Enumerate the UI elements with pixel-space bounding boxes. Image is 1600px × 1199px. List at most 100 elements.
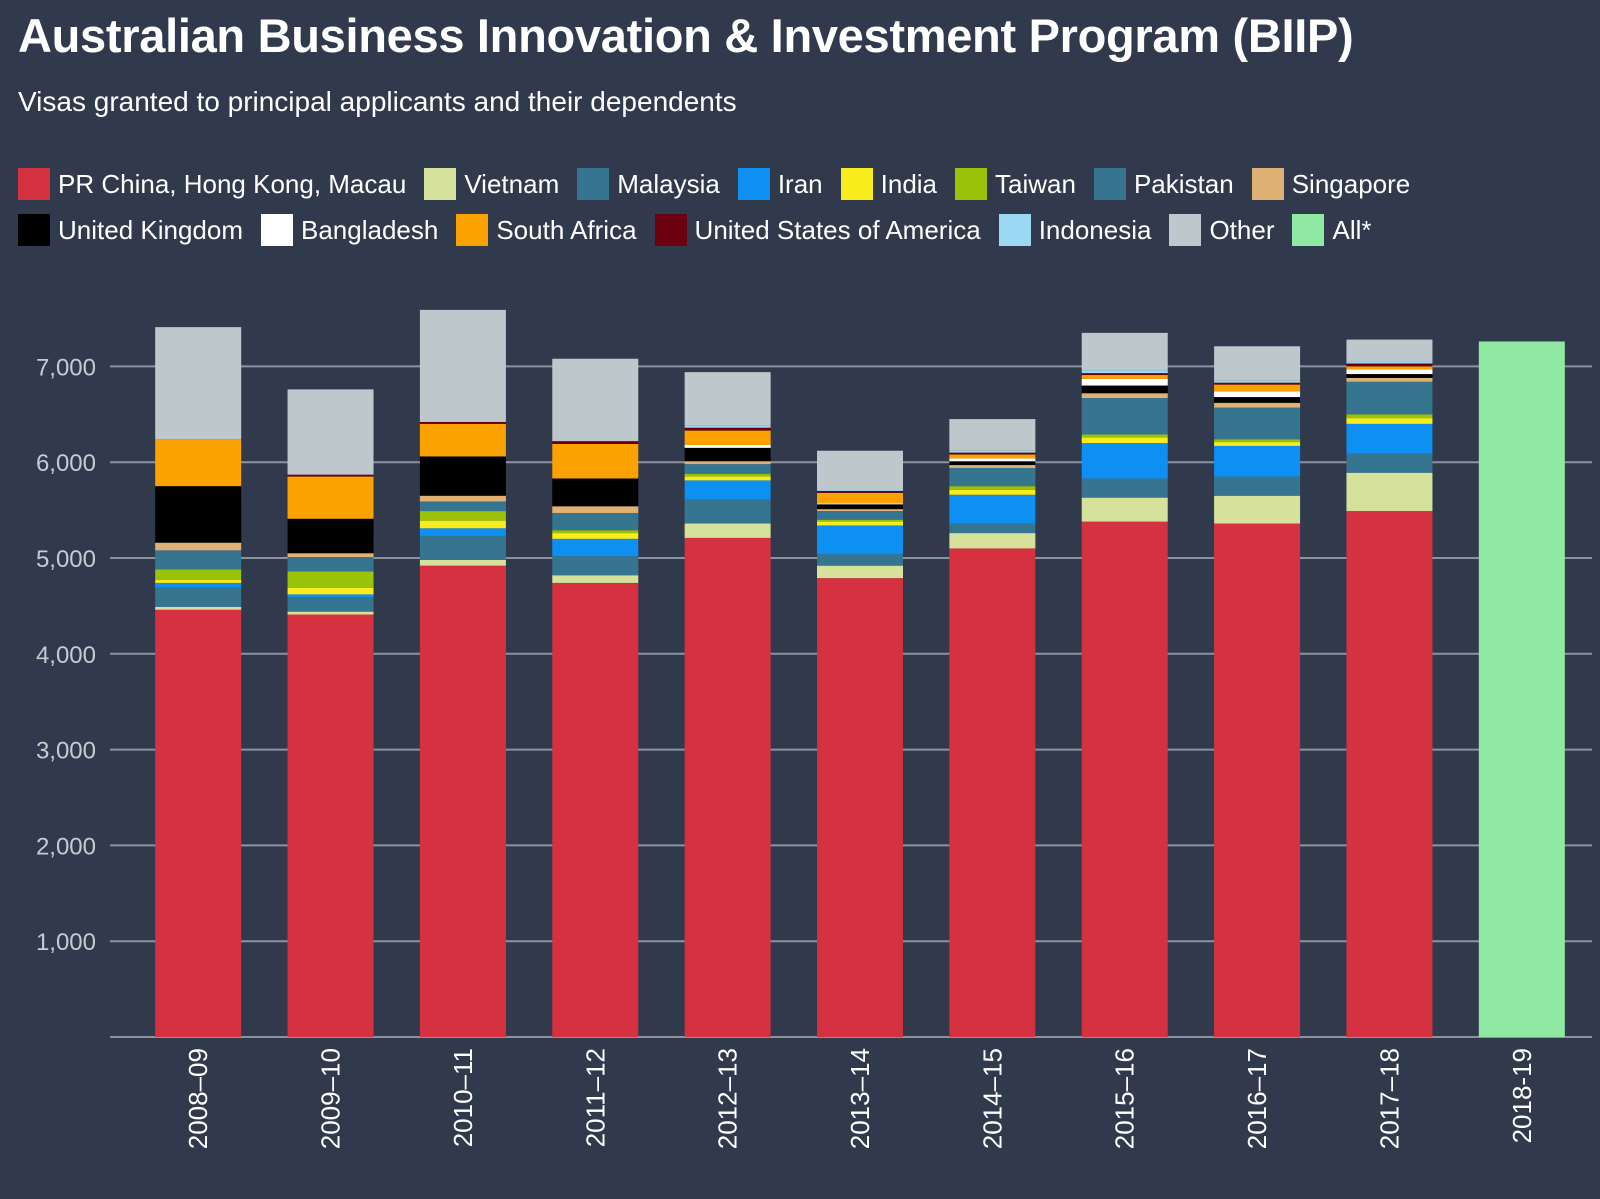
legend-item-bangladesh[interactable]: Bangladesh: [261, 214, 438, 246]
bar-segment-other[interactable]: [552, 358, 639, 442]
bar-segment-pakistan[interactable]: [949, 467, 1036, 487]
legend-item-iran[interactable]: Iran: [737, 168, 823, 200]
bar-segment-pakistan[interactable]: [155, 550, 242, 570]
legend-item-united-kingdom[interactable]: United Kingdom: [18, 214, 243, 246]
bar-segment-indonesia[interactable]: [1081, 370, 1168, 374]
bar-segment-india[interactable]: [684, 476, 771, 481]
bar-segment-malaysia[interactable]: [155, 587, 242, 607]
bar-segment-india[interactable]: [155, 580, 242, 583]
bar-segment-pakistan[interactable]: [1214, 407, 1301, 440]
bar-segment-pakistan[interactable]: [287, 557, 374, 572]
bar-segment-singapore[interactable]: [1081, 393, 1168, 399]
bar-segment-other[interactable]: [949, 419, 1036, 451]
legend-item-other[interactable]: Other: [1169, 214, 1274, 246]
bar-segment-vietnam[interactable]: [1214, 495, 1301, 524]
bar-segment-other[interactable]: [684, 372, 771, 426]
legend-item-south-africa[interactable]: South Africa: [456, 214, 637, 246]
bar-segment-singapore[interactable]: [1214, 402, 1301, 408]
bar-segment-pr-china-hong-kong-macau[interactable]: [684, 537, 771, 1037]
bar-segment-singapore[interactable]: [552, 506, 639, 513]
bar-segment-pr-china-hong-kong-macau[interactable]: [1081, 521, 1168, 1037]
bar-segment-singapore[interactable]: [287, 553, 374, 558]
bar-segment-vietnam[interactable]: [552, 575, 639, 583]
bar-segment-iran[interactable]: [552, 538, 639, 557]
bar-segment-south-africa[interactable]: [155, 439, 242, 487]
bar-segment-iran[interactable]: [684, 480, 771, 500]
legend-item-all[interactable]: All*: [1292, 214, 1372, 246]
bar-segment-united-states-of-america[interactable]: [1214, 382, 1301, 385]
legend-item-india[interactable]: India: [840, 168, 937, 200]
bar-segment-pakistan[interactable]: [552, 512, 639, 531]
bar-segment-bangladesh[interactable]: [1346, 369, 1433, 375]
legend-item-singapore[interactable]: Singapore: [1251, 168, 1410, 200]
bar-segment-pakistan[interactable]: [684, 464, 771, 474]
bar-segment-singapore[interactable]: [419, 495, 506, 502]
bar-segment-pr-china-hong-kong-macau[interactable]: [155, 609, 242, 1037]
bar-segment-pr-china-hong-kong-macau[interactable]: [949, 548, 1036, 1037]
bar-segment-taiwan[interactable]: [552, 530, 639, 534]
bar-segment-pakistan[interactable]: [419, 501, 506, 512]
bar-segment-singapore[interactable]: [155, 542, 242, 551]
legend-item-united-states-of-america[interactable]: United States of America: [654, 214, 981, 246]
bar-segment-taiwan[interactable]: [817, 519, 903, 522]
bar-segment-united-kingdom[interactable]: [817, 504, 903, 510]
bar-segment-united-states-of-america[interactable]: [817, 490, 903, 493]
bar-segment-south-africa[interactable]: [1346, 366, 1433, 370]
bar-segment-united-states-of-america[interactable]: [1081, 373, 1168, 376]
bar-segment-united-states-of-america[interactable]: [552, 441, 639, 444]
bar-segment-south-africa[interactable]: [287, 476, 374, 519]
bar-segment-bangladesh[interactable]: [684, 444, 771, 448]
bar-segment-indonesia[interactable]: [1214, 380, 1301, 383]
bar-segment-other[interactable]: [155, 327, 242, 440]
bar-segment-pr-china-hong-kong-macau[interactable]: [1214, 523, 1301, 1037]
bar-segment-bangladesh[interactable]: [949, 458, 1036, 462]
bar-segment-other[interactable]: [419, 309, 506, 422]
bar-segment-united-states-of-america[interactable]: [949, 452, 1036, 455]
legend-item-taiwan[interactable]: Taiwan: [955, 168, 1076, 200]
bar-segment-pr-china-hong-kong-macau[interactable]: [287, 614, 374, 1037]
bar-segment-united-kingdom[interactable]: [1346, 374, 1433, 378]
bar-segment-india[interactable]: [1346, 418, 1433, 424]
bar-segment-pr-china-hong-kong-macau[interactable]: [817, 578, 903, 1037]
bar-segment-united-kingdom[interactable]: [1081, 385, 1168, 394]
bar-segment-india[interactable]: [1214, 442, 1301, 446]
legend-item-malaysia[interactable]: Malaysia: [577, 168, 720, 200]
bar-segment-iran[interactable]: [419, 528, 506, 536]
bar-segment-taiwan[interactable]: [949, 486, 1036, 490]
bar-segment-taiwan[interactable]: [684, 473, 771, 477]
bar-segment-south-africa[interactable]: [684, 430, 771, 445]
legend-item-pr-china-hong-kong-macau[interactable]: PR China, Hong Kong, Macau: [18, 168, 406, 200]
bar-segment-indonesia[interactable]: [684, 425, 771, 428]
bar-segment-vietnam[interactable]: [949, 533, 1036, 549]
bar-segment-iran[interactable]: [287, 594, 374, 598]
legend-item-indonesia[interactable]: Indonesia: [998, 214, 1151, 246]
bar-segment-vietnam[interactable]: [817, 565, 903, 579]
bar-segment-other[interactable]: [287, 389, 374, 475]
bar-segment-south-africa[interactable]: [817, 492, 903, 504]
bar-segment-iran[interactable]: [155, 582, 242, 588]
bar-segment-vietnam[interactable]: [1081, 497, 1168, 522]
bar-segment-iran[interactable]: [1346, 423, 1433, 454]
bar-segment-malaysia[interactable]: [684, 499, 771, 524]
bar-segment-iran[interactable]: [817, 525, 903, 555]
bar-segment-malaysia[interactable]: [1214, 476, 1301, 496]
bar-segment-bangladesh[interactable]: [1081, 378, 1168, 386]
bar-segment-other[interactable]: [1214, 346, 1301, 381]
bar-segment-pr-china-hong-kong-macau[interactable]: [1346, 511, 1433, 1038]
bar-segment-vietnam[interactable]: [684, 523, 771, 538]
bar-segment-taiwan[interactable]: [287, 571, 374, 588]
bar-segment-singapore[interactable]: [817, 509, 903, 512]
bar-segment-south-africa[interactable]: [949, 454, 1036, 459]
bar-segment-india[interactable]: [287, 587, 374, 595]
bar-segment-south-africa[interactable]: [552, 443, 639, 479]
bar-segment-pakistan[interactable]: [1081, 398, 1168, 435]
bar-segment-malaysia[interactable]: [949, 523, 1036, 534]
bar-segment-malaysia[interactable]: [552, 556, 639, 576]
bar-segment-pr-china-hong-kong-macau[interactable]: [419, 565, 506, 1037]
bar-segment-united-states-of-america[interactable]: [419, 421, 506, 424]
bar-segment-iran[interactable]: [1081, 443, 1168, 479]
bar-segment-indonesia[interactable]: [949, 450, 1036, 453]
bar-segment-united-kingdom[interactable]: [1214, 397, 1301, 403]
legend-item-pakistan[interactable]: Pakistan: [1093, 168, 1234, 200]
bar-segment-united-states-of-america[interactable]: [684, 427, 771, 431]
